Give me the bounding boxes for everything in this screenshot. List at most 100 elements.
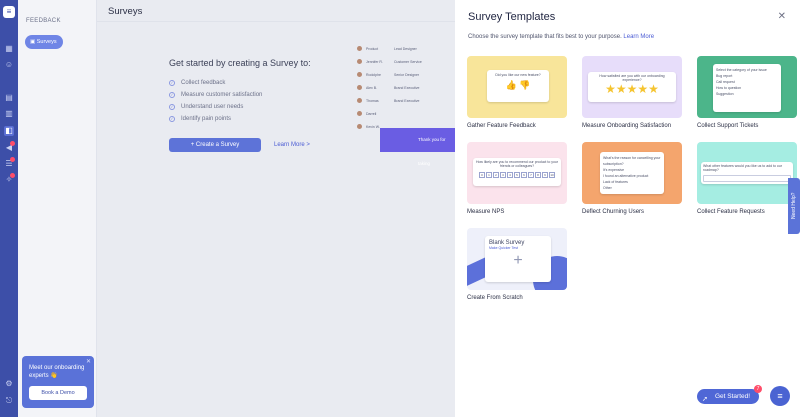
table-row: Thomas Brand Executive [357,94,455,107]
learn-more-link[interactable]: Learn More [623,34,655,40]
template-thumbnail: Blank Survey Make Quicker Test + [467,228,567,290]
template-label: Measure Onboarding Satisfaction [582,123,672,129]
avatar [357,72,362,77]
decorative-shape [467,257,485,290]
settings-icon[interactable]: ⚙ [5,379,13,388]
plus-icon: + [513,252,523,269]
need-help-tab[interactable]: Need Help? [788,178,800,234]
check-icon: ✓ [169,116,175,122]
template-card-feature-feedback[interactable]: Did you like our new feature? 👍 👎 Gather… [467,56,567,129]
book-icon[interactable]: ▥ [5,109,13,118]
avatar [357,59,362,64]
template-thumbnail: How likely are you to recommend our prod… [467,142,567,204]
preview-banner: Thank you for taking [380,128,455,166]
checklist-icon[interactable]: ☰ [4,157,15,169]
nps-score-box: 10 [549,172,555,178]
preview-popup: What's the reason for cancelling your su… [600,152,664,194]
nps-score-box: 6 [521,172,527,178]
onboarding-promo: ✕ Meet our onboarding experts 👋 Book a D… [22,356,94,408]
template-card-onboarding-satisfaction[interactable]: How satisfied are you with our onboardin… [582,56,682,129]
panel-title: Survey Templates [468,11,556,23]
template-card-churning-users[interactable]: What's the reason for cancelling your su… [582,142,682,215]
template-thumbnail: Select the category of your issue Bug re… [697,56,797,118]
preview-popup: Did you like our new feature? 👍 👎 [487,70,549,102]
template-label: Collect Feature Requests [697,209,765,215]
megaphone-icon[interactable]: ◀ [4,141,15,153]
template-thumbnail: How satisfied are you with our onboardin… [582,56,682,118]
template-card-nps[interactable]: How likely are you to recommend our prod… [467,142,567,215]
template-thumbnail: What other features would you like us to… [697,142,797,204]
template-thumbnail: What's the reason for cancelling your su… [582,142,682,204]
learn-more-link[interactable]: Learn More > [274,142,310,148]
nps-scale: 0 1 2 3 4 5 6 7 8 9 10 [475,172,559,178]
template-label: Deflect Churning Users [582,209,645,215]
secondary-sidebar: FEEDBACK ▣ Surveys [18,0,97,417]
preview-popup: How satisfied are you with our onboardin… [588,72,676,102]
template-label: Create From Scratch [467,295,523,301]
rocket-icon: ➚ [702,396,708,403]
book-demo-button[interactable]: Book a Demo [29,386,87,400]
sidebar-section-label: FEEDBACK [26,18,61,24]
app-logo[interactable]: ≡ [3,6,15,18]
nps-score-box: 0 [479,172,485,178]
nps-score-box: 8 [535,172,541,178]
promo-text: Meet our onboarding experts 👋 [29,365,85,379]
panel-subtitle: Choose the survey template that fits bes… [468,34,655,40]
sidebar-item-surveys[interactable]: ▣ Surveys [25,35,63,49]
nps-score-box: 1 [486,172,492,178]
template-card-support-tickets[interactable]: Select the category of your issue Bug re… [697,56,797,129]
get-started-button[interactable]: ➚ Get Started! 7 [697,385,762,404]
top-bar [97,0,455,22]
table-row: Alex B. Brand Executive [357,81,455,94]
preview-popup: Select the category of your issue Bug re… [713,64,781,112]
page-title: Surveys [108,6,143,17]
bullet-item: ✓ Measure customer satisfaction [169,92,263,98]
preview-popup: Blank Survey Make Quicker Test + [485,236,551,282]
feedback-icon[interactable]: ◧ [4,126,14,136]
template-card-create-from-scratch[interactable]: Blank Survey Make Quicker Test + Create … [467,228,567,301]
nps-score-box: 7 [528,172,534,178]
survey-preview-table: Product Lead Designer Jennifer R. Customer… [357,42,455,152]
logout-icon[interactable]: ⎋ [5,396,13,405]
avatar [357,85,362,90]
notification-badge: 7 [754,385,762,393]
assistant-launcher[interactable]: ≡ [770,386,790,406]
table-row: Product Lead Designer [357,42,455,55]
bullet-item: ✓ Identify pain points [169,116,232,122]
template-card-feature-requests[interactable]: What other features would you like us to… [697,142,797,215]
table-row: Darrell [357,107,455,120]
avatar [357,111,362,116]
text-area [703,175,791,182]
table-row: Kevin W. [357,120,455,133]
bullet-item: ✓ Collect feedback [169,80,226,86]
sparkle-icon[interactable]: ✧ [4,173,15,185]
template-label: Collect Support Tickets [697,123,759,129]
bullet-item: ✓ Understand user needs [169,104,244,110]
empty-state: Get started by creating a Survey to: ✓ Co… [169,58,369,152]
star-rating-icon: ★★★★★ [605,82,659,96]
main-content: Surveys Get started by creating a Survey… [97,0,455,417]
preview-popup: What other features would you like us to… [701,162,793,184]
nps-score-box: 5 [514,172,520,178]
check-icon: ✓ [169,92,175,98]
create-survey-button[interactable]: + Create a Survey [169,138,261,152]
table-row: Rodolphe Senior Designer [357,68,455,81]
app-rail: ≡ ▦ ☺ ▤ ▥ ◧ ◀ ☰ ✧ ⚙ ⎋ [0,0,18,417]
nps-score-box: 3 [500,172,506,178]
layers-icon[interactable]: ▤ [5,93,13,102]
preview-popup: How likely are you to recommend our prod… [473,158,561,186]
survey-templates-panel: Survey Templates ✕ Choose the survey tem… [455,0,800,417]
nps-score-box: 9 [542,172,548,178]
dashboard-icon[interactable]: ▦ [5,44,13,53]
template-label: Measure NPS [467,209,505,215]
nps-score-box: 2 [493,172,499,178]
empty-state-heading: Get started by creating a Survey to: [169,58,311,68]
close-icon[interactable]: ✕ [777,11,786,22]
thumbs-icon: 👍 👎 [505,80,531,90]
avatar [357,124,362,129]
check-icon: ✓ [169,80,175,86]
nps-score-box: 4 [507,172,513,178]
close-icon[interactable]: ✕ [85,359,91,365]
users-icon[interactable]: ☺ [4,60,14,69]
avatar [357,46,362,51]
